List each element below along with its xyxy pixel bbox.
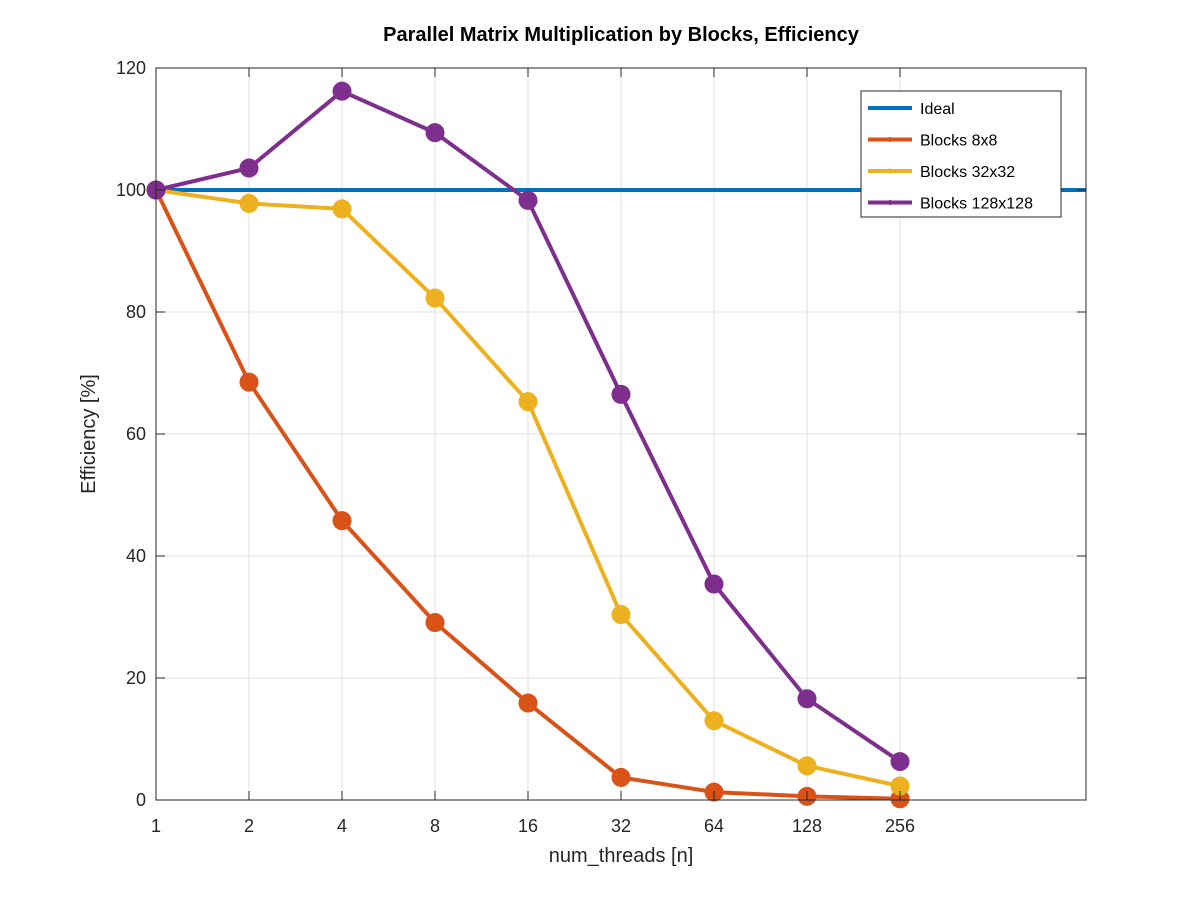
y-tick-label: 60 [126, 424, 146, 444]
legend-marker [887, 200, 893, 205]
legend-label: Blocks 8x8 [920, 133, 997, 150]
x-tick-label: 16 [518, 816, 538, 836]
x-tick-label: 128 [792, 816, 822, 836]
y-tick-label: 80 [126, 302, 146, 322]
data-point-blocks-128x128 [425, 123, 445, 143]
y-tick-label: 120 [116, 58, 146, 78]
x-axis-label: num_threads [n] [549, 845, 694, 867]
x-tick-label: 64 [704, 816, 724, 836]
data-point-blocks-32x32 [611, 605, 631, 625]
data-point-blocks-32x32 [425, 288, 445, 308]
data-point-blocks-8x8 [332, 511, 352, 531]
data-point-blocks-32x32 [332, 199, 352, 219]
y-tick-label: 0 [136, 790, 146, 810]
y-tick-label: 40 [126, 546, 146, 566]
series-blocks-32x32 [146, 180, 910, 796]
legend-label: Blocks 128x128 [920, 196, 1033, 213]
legend-item-blocks-8x8: Blocks 8x8 [868, 133, 997, 150]
data-point-blocks-128x128 [797, 689, 817, 709]
legend-label: Blocks 32x32 [920, 164, 1015, 181]
legend-label: Ideal [920, 101, 955, 118]
data-point-blocks-8x8 [425, 612, 445, 632]
x-tick-label: 8 [430, 816, 440, 836]
data-point-blocks-128x128 [611, 384, 631, 404]
legend: Ideal Blocks 8x8 Blocks 32x32 Blocks 128x12… [860, 90, 1062, 218]
legend-item-ideal: Ideal [868, 101, 955, 118]
y-tick-label: 100 [116, 180, 146, 200]
data-point-blocks-32x32 [239, 193, 259, 213]
data-point-blocks-128x128 [518, 190, 538, 210]
legend-box [860, 90, 1062, 218]
x-tick-label: 256 [885, 816, 915, 836]
x-tick-label: 2 [244, 816, 254, 836]
data-point-blocks-8x8 [611, 767, 631, 787]
chart-title: Parallel Matrix Multiplication by Blocks… [383, 24, 860, 46]
data-point-blocks-128x128 [239, 158, 259, 178]
data-point-blocks-32x32 [518, 392, 538, 412]
y-tick-label: 20 [126, 668, 146, 688]
x-tick-label: 32 [611, 816, 631, 836]
data-point-blocks-32x32 [797, 756, 817, 776]
series-blocks-128x128 [146, 81, 910, 772]
legend-item-blocks-128x128: Blocks 128x128 [868, 196, 1033, 213]
legend-marker [887, 137, 893, 142]
data-point-blocks-8x8 [518, 693, 538, 713]
legend-marker [887, 168, 893, 174]
data-point-blocks-32x32 [704, 711, 724, 731]
data-point-blocks-8x8 [239, 372, 259, 392]
x-tick-label: 1 [151, 816, 161, 836]
y-axis-label: Efficiency [%] [78, 374, 100, 494]
data-point-blocks-128x128 [890, 752, 910, 772]
legend-item-blocks-32x32: Blocks 32x32 [868, 164, 1015, 181]
x-tick-label: 4 [337, 816, 347, 836]
data-point-blocks-128x128 [332, 81, 352, 101]
data-point-blocks-128x128 [704, 574, 724, 594]
axis-ticks: 1 2 4 8 16 32 64 128 256 0 20 40 60 80 100 120 [116, 58, 1086, 836]
